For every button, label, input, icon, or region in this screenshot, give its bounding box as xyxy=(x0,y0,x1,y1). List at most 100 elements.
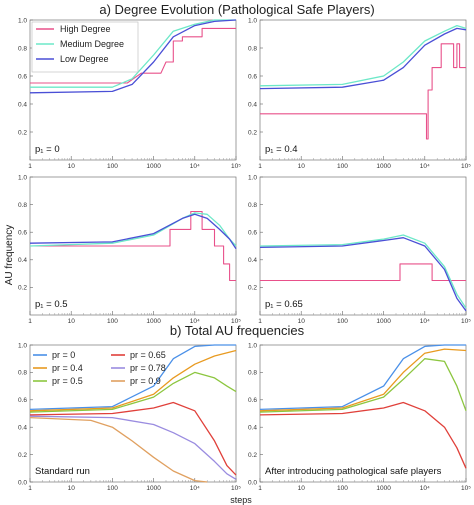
data-point xyxy=(456,447,458,449)
data-point xyxy=(431,263,433,265)
data-point xyxy=(424,242,426,244)
panel-annotation: After introducing pathological safe play… xyxy=(265,466,442,477)
y-tick-label: 1.0 xyxy=(248,342,257,349)
y-tick-label: 1.0 xyxy=(18,174,27,181)
chart-a4: 1 10 100 1000 10⁴ 10⁵ 0.2 0.4 0.6 0.8 1.0 p₁ = 0.65 xyxy=(248,174,471,325)
data-point xyxy=(456,67,458,69)
chart-a2: 1 10 100 1000 10⁴ 10⁵ 0.2 0.4 0.6 0.8 1.0 p₁ = 0.4 xyxy=(248,17,471,170)
data-point xyxy=(456,385,458,387)
data-point xyxy=(112,413,114,415)
x-tick-label: 1 xyxy=(258,318,262,325)
x-tick-label: 100 xyxy=(337,485,348,492)
series-line-low-degree xyxy=(259,237,467,312)
data-point xyxy=(172,40,174,42)
panel-annotation: Standard run xyxy=(35,466,90,477)
legend-entry: pr = 0.78 xyxy=(130,363,166,373)
data-point xyxy=(465,307,467,309)
data-point xyxy=(342,84,344,86)
y-tick-label: 0.4 xyxy=(248,101,257,108)
data-point xyxy=(465,29,467,31)
data-point xyxy=(427,138,429,140)
data-point xyxy=(112,86,114,88)
series-line-medium-degree xyxy=(259,24,467,87)
legend-entry: Low Degree xyxy=(60,54,109,64)
data-point xyxy=(226,385,228,387)
data-point xyxy=(29,411,31,413)
data-point xyxy=(194,213,196,215)
x-tick-label: 10⁴ xyxy=(190,485,200,492)
data-point xyxy=(172,61,174,63)
data-point xyxy=(342,244,344,246)
y-tick-label: 0.2 xyxy=(248,129,257,136)
y-tick-label: 0.4 xyxy=(18,101,27,108)
data-point xyxy=(214,377,216,379)
data-point xyxy=(424,245,426,247)
data-point xyxy=(235,391,237,393)
series-line-low-degree xyxy=(259,27,467,90)
data-point xyxy=(402,61,404,63)
y-tick-label: 0.8 xyxy=(248,202,257,209)
data-point xyxy=(182,40,184,42)
data-point xyxy=(153,233,155,235)
x-tick-label: 10 xyxy=(298,163,306,170)
data-point xyxy=(172,402,174,404)
data-point xyxy=(402,358,404,360)
x-tick-label: 10 xyxy=(68,163,76,170)
data-point xyxy=(223,245,225,247)
data-point xyxy=(214,19,216,21)
data-point xyxy=(402,234,404,236)
series-line-high-degree xyxy=(30,27,236,84)
data-point xyxy=(456,28,458,30)
data-point xyxy=(206,218,208,220)
plot-frame xyxy=(29,344,237,483)
x-tick-label: 100 xyxy=(337,318,348,325)
data-point xyxy=(112,409,114,411)
y-tick-label: 0.6 xyxy=(18,397,27,404)
data-point xyxy=(190,229,192,231)
data-point xyxy=(229,280,231,282)
y-tick-label: 0.8 xyxy=(248,45,257,52)
data-point xyxy=(194,25,196,27)
data-point xyxy=(459,43,461,45)
x-tick-label: 10 xyxy=(298,485,306,492)
y-tick-label: 0.8 xyxy=(18,370,27,377)
data-point xyxy=(131,78,133,80)
series-line-pr-0-4 xyxy=(29,349,237,412)
data-point xyxy=(153,407,155,409)
legend-entry: pr = 0.5 xyxy=(52,376,83,386)
data-point xyxy=(182,36,184,38)
data-point xyxy=(456,294,458,296)
data-point xyxy=(153,61,155,63)
x-tick-label: 1 xyxy=(258,485,262,492)
y-tick-label: 0.8 xyxy=(248,370,257,377)
data-point xyxy=(153,424,155,426)
data-point xyxy=(465,280,467,282)
data-point xyxy=(201,28,203,30)
y-tick-label: 0.2 xyxy=(248,285,257,292)
panel-annotation: p₁ = 0 xyxy=(35,144,60,155)
chart-a3: 1 10 100 1000 10⁴ 10⁵ 0.2 0.4 0.6 0.8 1.0 p₁ = 0.5 xyxy=(18,174,241,325)
data-point xyxy=(427,89,429,91)
data-point xyxy=(29,415,31,417)
series-line-pr-0-65 xyxy=(29,401,237,476)
title-a: a) Degree Evolution (Pathological Safe P… xyxy=(99,2,374,17)
data-point xyxy=(229,263,231,265)
x-axis-label: steps xyxy=(230,495,252,505)
x-tick-label: 100 xyxy=(107,163,118,170)
series-line-pr-0-4 xyxy=(259,348,467,412)
x-tick-label: 1000 xyxy=(146,318,161,325)
data-point xyxy=(453,67,455,69)
data-point xyxy=(153,234,155,236)
legend: High Degree Medium Degree Low Degree xyxy=(31,21,139,73)
data-point xyxy=(29,92,31,94)
data-point xyxy=(235,19,237,21)
legend-entry: pr = 0.9 xyxy=(130,376,161,386)
x-tick-label: 10⁵ xyxy=(461,485,471,492)
data-point xyxy=(440,43,442,45)
data-point xyxy=(383,385,385,387)
data-point xyxy=(424,346,426,348)
y-tick-label: 1.0 xyxy=(248,174,257,181)
data-point xyxy=(342,409,344,411)
data-point xyxy=(29,414,31,416)
data-point xyxy=(402,372,404,374)
